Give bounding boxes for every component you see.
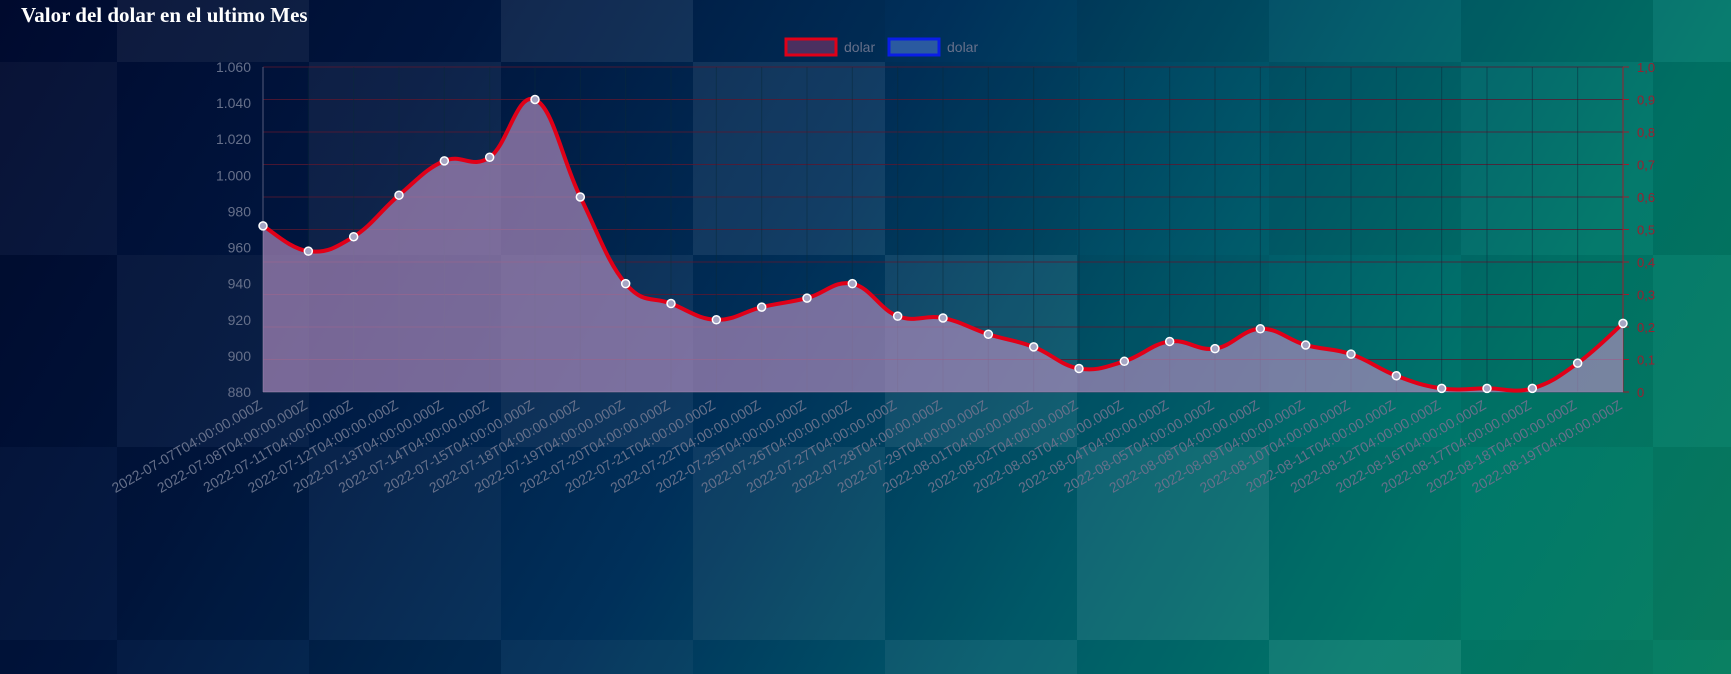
data-point[interactable]	[1346, 349, 1356, 359]
data-point[interactable]	[258, 221, 268, 231]
y2-tick-label: 0,2	[1637, 320, 1655, 335]
y-tick-label: 900	[228, 348, 252, 364]
data-point[interactable]	[620, 278, 631, 289]
y2-tick-label: 0,6	[1637, 190, 1655, 205]
data-point[interactable]	[1164, 336, 1175, 347]
legend-swatch	[784, 37, 838, 57]
y-tick-label: 880	[228, 384, 252, 400]
data-point[interactable]	[394, 190, 404, 200]
data-point[interactable]	[892, 311, 903, 321]
data-point[interactable]	[1572, 358, 1583, 368]
y-tick-label: 960	[228, 240, 252, 256]
data-point[interactable]	[303, 246, 314, 256]
data-point[interactable]	[666, 298, 676, 309]
data-point[interactable]	[1482, 383, 1492, 394]
data-point[interactable]	[1527, 383, 1538, 394]
y2-tick-label: 0,3	[1637, 288, 1655, 303]
data-point[interactable]	[711, 315, 722, 325]
data-point[interactable]	[802, 293, 812, 303]
y-tick-label: 1.040	[216, 95, 251, 111]
data-point[interactable]	[1436, 383, 1447, 394]
series-area	[263, 98, 1623, 392]
data-point[interactable]	[1391, 371, 1402, 381]
data-point[interactable]	[348, 231, 359, 242]
data-point[interactable]	[983, 329, 994, 339]
y-tick-label: 1.000	[216, 167, 251, 183]
y-tick-label: 920	[228, 312, 252, 328]
y2-tick-label: 0,8	[1637, 125, 1655, 140]
y2-tick-label: 0,1	[1637, 353, 1655, 368]
data-point[interactable]	[1255, 324, 1266, 334]
y-tick-label: 1.060	[216, 59, 251, 75]
data-point[interactable]	[1300, 340, 1311, 350]
data-point[interactable]	[1074, 363, 1084, 374]
data-point[interactable]	[1119, 356, 1130, 367]
data-point[interactable]	[756, 302, 767, 312]
y2-tick-label: 1,0	[1637, 60, 1655, 75]
data-point[interactable]	[439, 156, 450, 166]
data-point[interactable]	[1618, 318, 1628, 329]
y-tick-label: 1.020	[216, 131, 251, 147]
y2-tick-label: 0,9	[1637, 93, 1655, 108]
y2-tick-label: 0,5	[1637, 223, 1655, 238]
legend-swatch	[887, 37, 941, 57]
data-point[interactable]	[1028, 342, 1039, 352]
y2-tick-label: 0	[1637, 385, 1644, 400]
data-point[interactable]	[484, 152, 495, 163]
y2-tick-label: 0,4	[1637, 255, 1655, 270]
legend-label: dolar	[947, 39, 978, 55]
data-point[interactable]	[530, 94, 540, 105]
legend-item[interactable]: dolar	[784, 37, 875, 57]
legend-item[interactable]: dolar	[887, 37, 978, 57]
y2-tick-label: 0,7	[1637, 158, 1655, 173]
y-tick-label: 980	[228, 203, 252, 219]
page-title: Valor del dolar en el ultimo Mes	[21, 3, 308, 27]
data-point[interactable]	[575, 192, 586, 202]
data-point[interactable]	[938, 313, 948, 323]
legend-label: dolar	[844, 39, 875, 55]
y-tick-label: 940	[228, 276, 252, 292]
data-point[interactable]	[1210, 343, 1220, 354]
data-point[interactable]	[847, 278, 858, 289]
